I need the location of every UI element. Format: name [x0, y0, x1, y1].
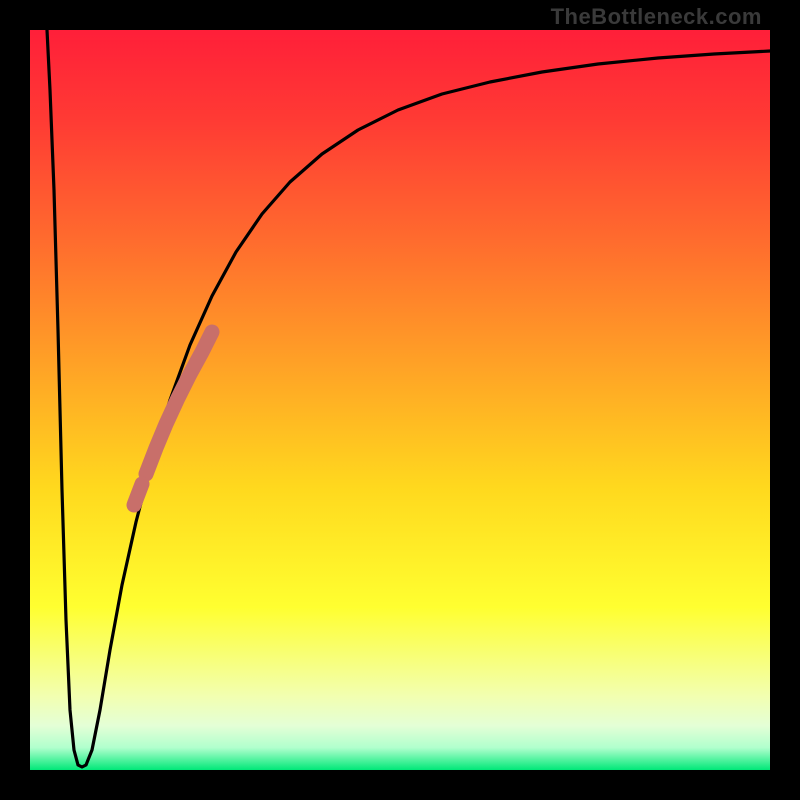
highlight-segment	[134, 484, 142, 505]
curve-layer	[30, 30, 770, 770]
highlight-overlay	[134, 332, 212, 505]
bottleneck-curve	[47, 30, 770, 767]
plot-area	[30, 30, 770, 770]
watermark-text: TheBottleneck.com	[551, 4, 762, 30]
highlight-segment	[146, 332, 212, 474]
chart-frame: TheBottleneck.com	[0, 0, 800, 800]
